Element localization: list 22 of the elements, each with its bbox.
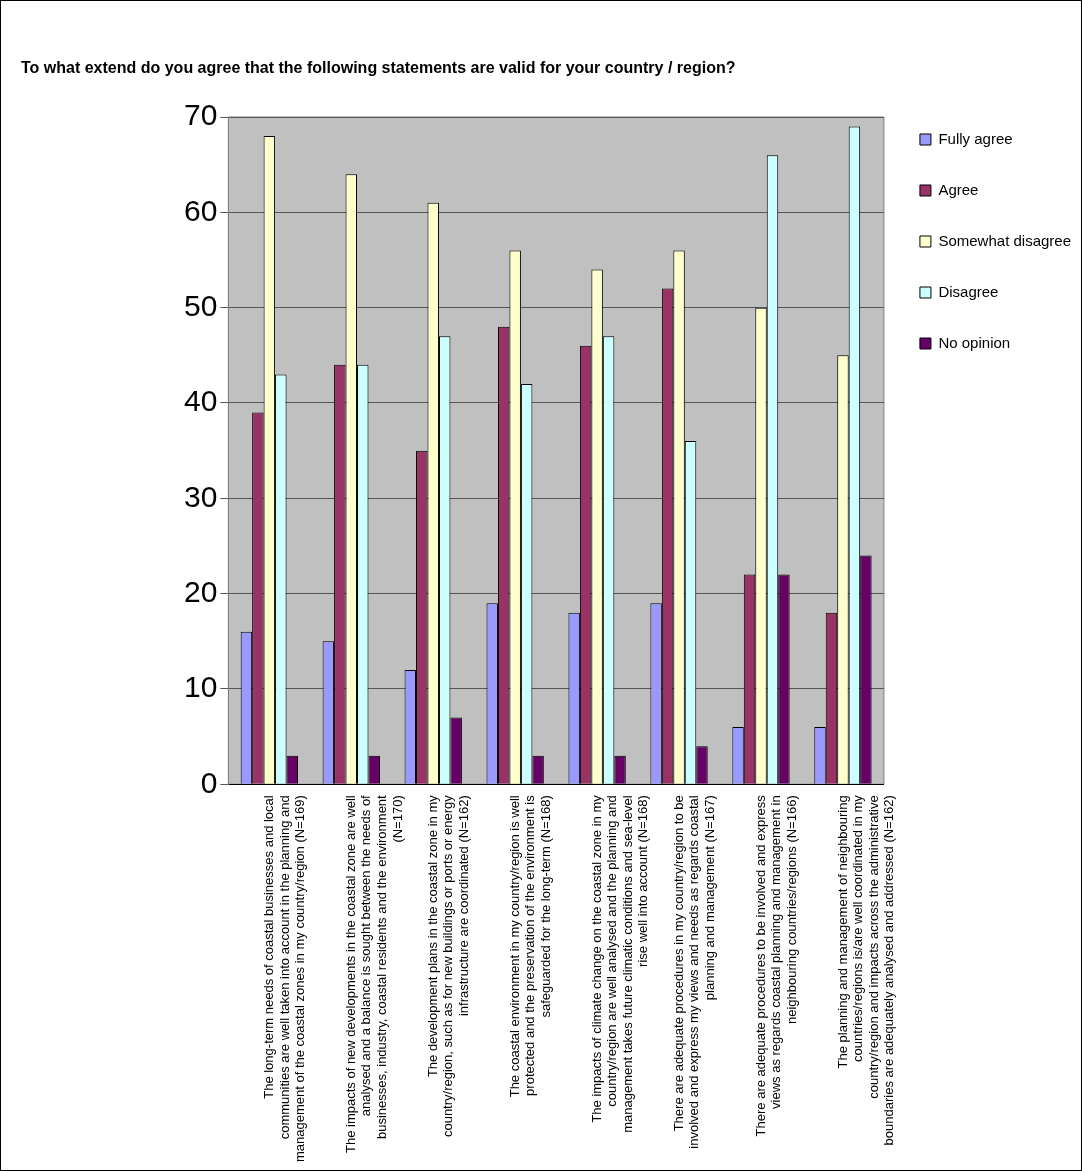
y-tick-label: 70: [183, 98, 218, 132]
y-tick-label: 60: [183, 193, 218, 227]
x-tick-label: The planning and management of neighbouring countries/regions is/are well coordinated in my country/region and impacts across the administrative boundaries are adequately analysed and addressed (N=162): [834, 794, 897, 1146]
chart-title: To what extend do you agree that the following statements are valid for your country / region?: [21, 59, 736, 77]
x-tick-label: The impacts of climate change on the coastal zone in my country/region are well analysed and the planning and management takes future climatic conditions and sea-level rise well into account (N=168): [588, 794, 651, 1133]
legend-label: Fully agree: [938, 129, 1013, 147]
x-tick-label: The development plans in the coastal zone in my country/region, such as for new buildings or ports or energy infrastructure are coordinated (N=162): [424, 794, 472, 1138]
legend-label: Somewhat disagree: [938, 231, 1071, 249]
x-tick-label: The long-term needs of coastal businesses and local communities are well taken into account in the planning and management of the coastal zones in my country/region (N=169): [260, 795, 308, 1163]
y-tick-label: 0: [200, 765, 218, 799]
y-tick-label: 30: [183, 479, 218, 513]
y-tick-label: 20: [183, 574, 218, 608]
x-tick-label: There are adequate procedures to be involved and express views as regards coastal planning and management in neighbouring countries/regions (N=166): [752, 794, 799, 1137]
y-tick-label: 40: [183, 384, 218, 418]
x-tick-label: There are adequate procedures in my country/region to be involved and express my views and needs as regards coastal planning and management (N=167): [670, 795, 717, 1149]
legend-label: No opinion: [938, 333, 1011, 351]
legend-label: Disagree: [938, 282, 999, 300]
legend-label: Agree: [938, 180, 979, 198]
y-tick-label: 10: [183, 670, 218, 704]
y-tick-label: 50: [183, 288, 218, 322]
x-tick-label: The impacts of new developments in the coastal zone are well analysed and a balance is sought between the needs of businesses, industry, coastal residents and the environment (N=170): [342, 794, 405, 1153]
x-tick-label: The coastal environment in my country/region is well protected and the preservation of the environment is safeguarded for the long-term (N=168): [506, 794, 553, 1098]
